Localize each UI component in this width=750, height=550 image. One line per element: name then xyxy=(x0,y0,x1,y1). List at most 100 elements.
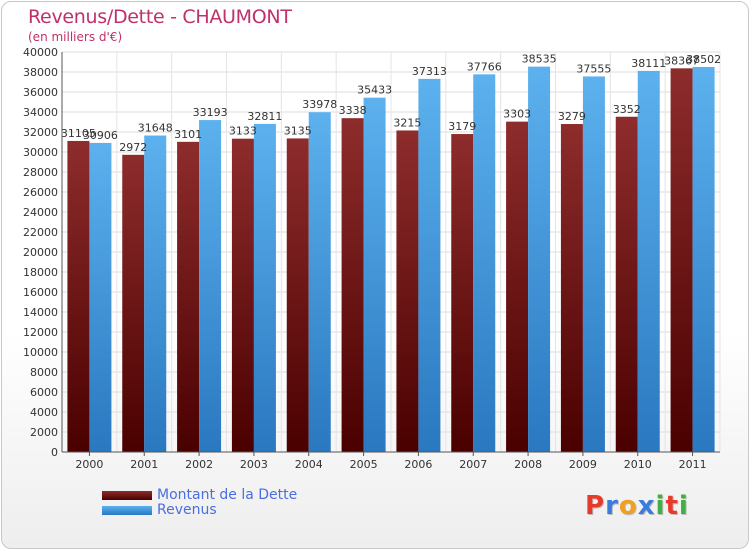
chart-subtitle: (en milliers d'€) xyxy=(28,30,123,44)
data-label: 38367 xyxy=(664,54,699,67)
y-tick-label: 10000 xyxy=(23,346,58,359)
data-label: 33978 xyxy=(302,98,337,111)
x-tick-label: 2011 xyxy=(679,458,707,471)
bar-revenue xyxy=(144,135,167,452)
x-tick-label: 2005 xyxy=(350,458,378,471)
bar-revenue xyxy=(308,112,331,452)
y-tick-label: 32000 xyxy=(23,126,58,139)
bar-debt xyxy=(560,124,583,452)
y-tick-label: 22000 xyxy=(23,226,58,239)
y-tick-label: 20000 xyxy=(23,246,58,259)
bar-debt xyxy=(396,130,419,452)
x-tick-label: 2001 xyxy=(130,458,158,471)
data-label: 37555 xyxy=(576,62,611,75)
data-label: 38535 xyxy=(522,53,557,66)
logo-letter: x xyxy=(637,491,656,521)
data-label: 38111 xyxy=(631,57,666,70)
logo-letter: r xyxy=(605,491,619,521)
bar-debt xyxy=(231,138,254,453)
y-tick-label: 30000 xyxy=(23,146,58,159)
x-tick-label: 2009 xyxy=(569,458,597,471)
data-label: 3133 xyxy=(229,125,257,138)
bar-debt xyxy=(122,154,145,453)
y-tick-label: 36000 xyxy=(23,86,58,99)
x-tick-label: 2007 xyxy=(459,458,487,471)
data-label: 33193 xyxy=(193,106,228,119)
bar-debt xyxy=(286,138,309,452)
data-label: 3215 xyxy=(393,116,421,129)
x-tick-label: 2006 xyxy=(404,458,432,471)
bar-debt xyxy=(506,121,529,452)
legend-swatch-revenue xyxy=(102,506,152,515)
x-tick-label: 2010 xyxy=(624,458,652,471)
data-label: 37313 xyxy=(412,65,447,78)
logo-letter: P xyxy=(585,491,606,521)
logo-letter: i xyxy=(655,491,666,521)
y-tick-label: 0 xyxy=(51,446,58,459)
y-tick-label: 2000 xyxy=(30,426,58,439)
data-label: 37766 xyxy=(467,60,502,73)
x-tick-label: 2002 xyxy=(185,458,213,471)
legend-label-revenue: Revenus xyxy=(157,502,217,518)
bar-revenue xyxy=(253,123,276,452)
data-label: 31648 xyxy=(138,122,173,135)
data-label: 3279 xyxy=(558,110,586,123)
data-label: 38502 xyxy=(686,53,721,66)
logo-letter: o xyxy=(618,491,638,521)
bar-revenue xyxy=(199,120,222,452)
chart-title: Revenus/Dette - CHAUMONT xyxy=(28,6,292,28)
y-tick-label: 12000 xyxy=(23,326,58,339)
y-tick-label: 24000 xyxy=(23,206,58,219)
data-label: 3303 xyxy=(503,108,531,121)
bar-revenue xyxy=(89,142,112,452)
data-label: 3135 xyxy=(284,124,312,137)
y-tick-label: 16000 xyxy=(23,286,58,299)
axes: 0 2000 4000 6000 8000 10000 12000 14000 16000 180… xyxy=(23,46,720,471)
data-label: 3179 xyxy=(448,120,476,133)
data-label: 3352 xyxy=(613,103,641,116)
y-tick-label: 40000 xyxy=(23,46,58,59)
bar-revenue xyxy=(418,78,441,453)
data-label: 3338 xyxy=(339,104,367,117)
legend-label-debt: Montant de la Dette xyxy=(157,487,298,503)
x-tick-label: 2000 xyxy=(75,458,103,471)
data-label: 30906 xyxy=(83,129,118,142)
y-tick-label: 18000 xyxy=(23,266,58,279)
y-tick-label: 14000 xyxy=(23,306,58,319)
y-tick-label: 8000 xyxy=(30,366,58,379)
bar-revenue xyxy=(528,66,551,453)
y-tick-label: 34000 xyxy=(23,106,58,119)
y-tick-label: 26000 xyxy=(23,186,58,199)
bar-debt xyxy=(670,68,693,452)
bar-revenue xyxy=(363,97,386,453)
legend-swatch-debt xyxy=(102,491,152,500)
proxiti-logo: Proxiti xyxy=(585,491,689,521)
bar-debt xyxy=(615,116,638,452)
y-tick-label: 4000 xyxy=(30,406,58,419)
y-tick-label: 38000 xyxy=(23,66,58,79)
x-tick-label: 2004 xyxy=(295,458,323,471)
bars xyxy=(67,66,715,453)
bar-revenue xyxy=(692,66,715,452)
bar-debt xyxy=(341,118,364,453)
x-tick-label: 2003 xyxy=(240,458,268,471)
bar-debt xyxy=(451,134,474,452)
y-tick-label: 28000 xyxy=(23,166,58,179)
data-label: 31105 xyxy=(61,127,96,140)
data-label: 2972 xyxy=(119,141,147,154)
bar-revenue xyxy=(473,74,496,452)
data-label: 3101 xyxy=(174,128,202,141)
data-label: 32811 xyxy=(247,110,282,123)
bar-revenue xyxy=(637,70,660,452)
bar-revenue xyxy=(582,76,605,452)
data-label: 35433 xyxy=(357,84,392,97)
bar-debt xyxy=(67,140,90,452)
x-tick-label: 2008 xyxy=(514,458,542,471)
logo-letter: t xyxy=(665,491,679,521)
logo-letter: i xyxy=(678,491,689,521)
y-tick-label: 6000 xyxy=(30,386,58,399)
bar-debt xyxy=(177,141,200,452)
